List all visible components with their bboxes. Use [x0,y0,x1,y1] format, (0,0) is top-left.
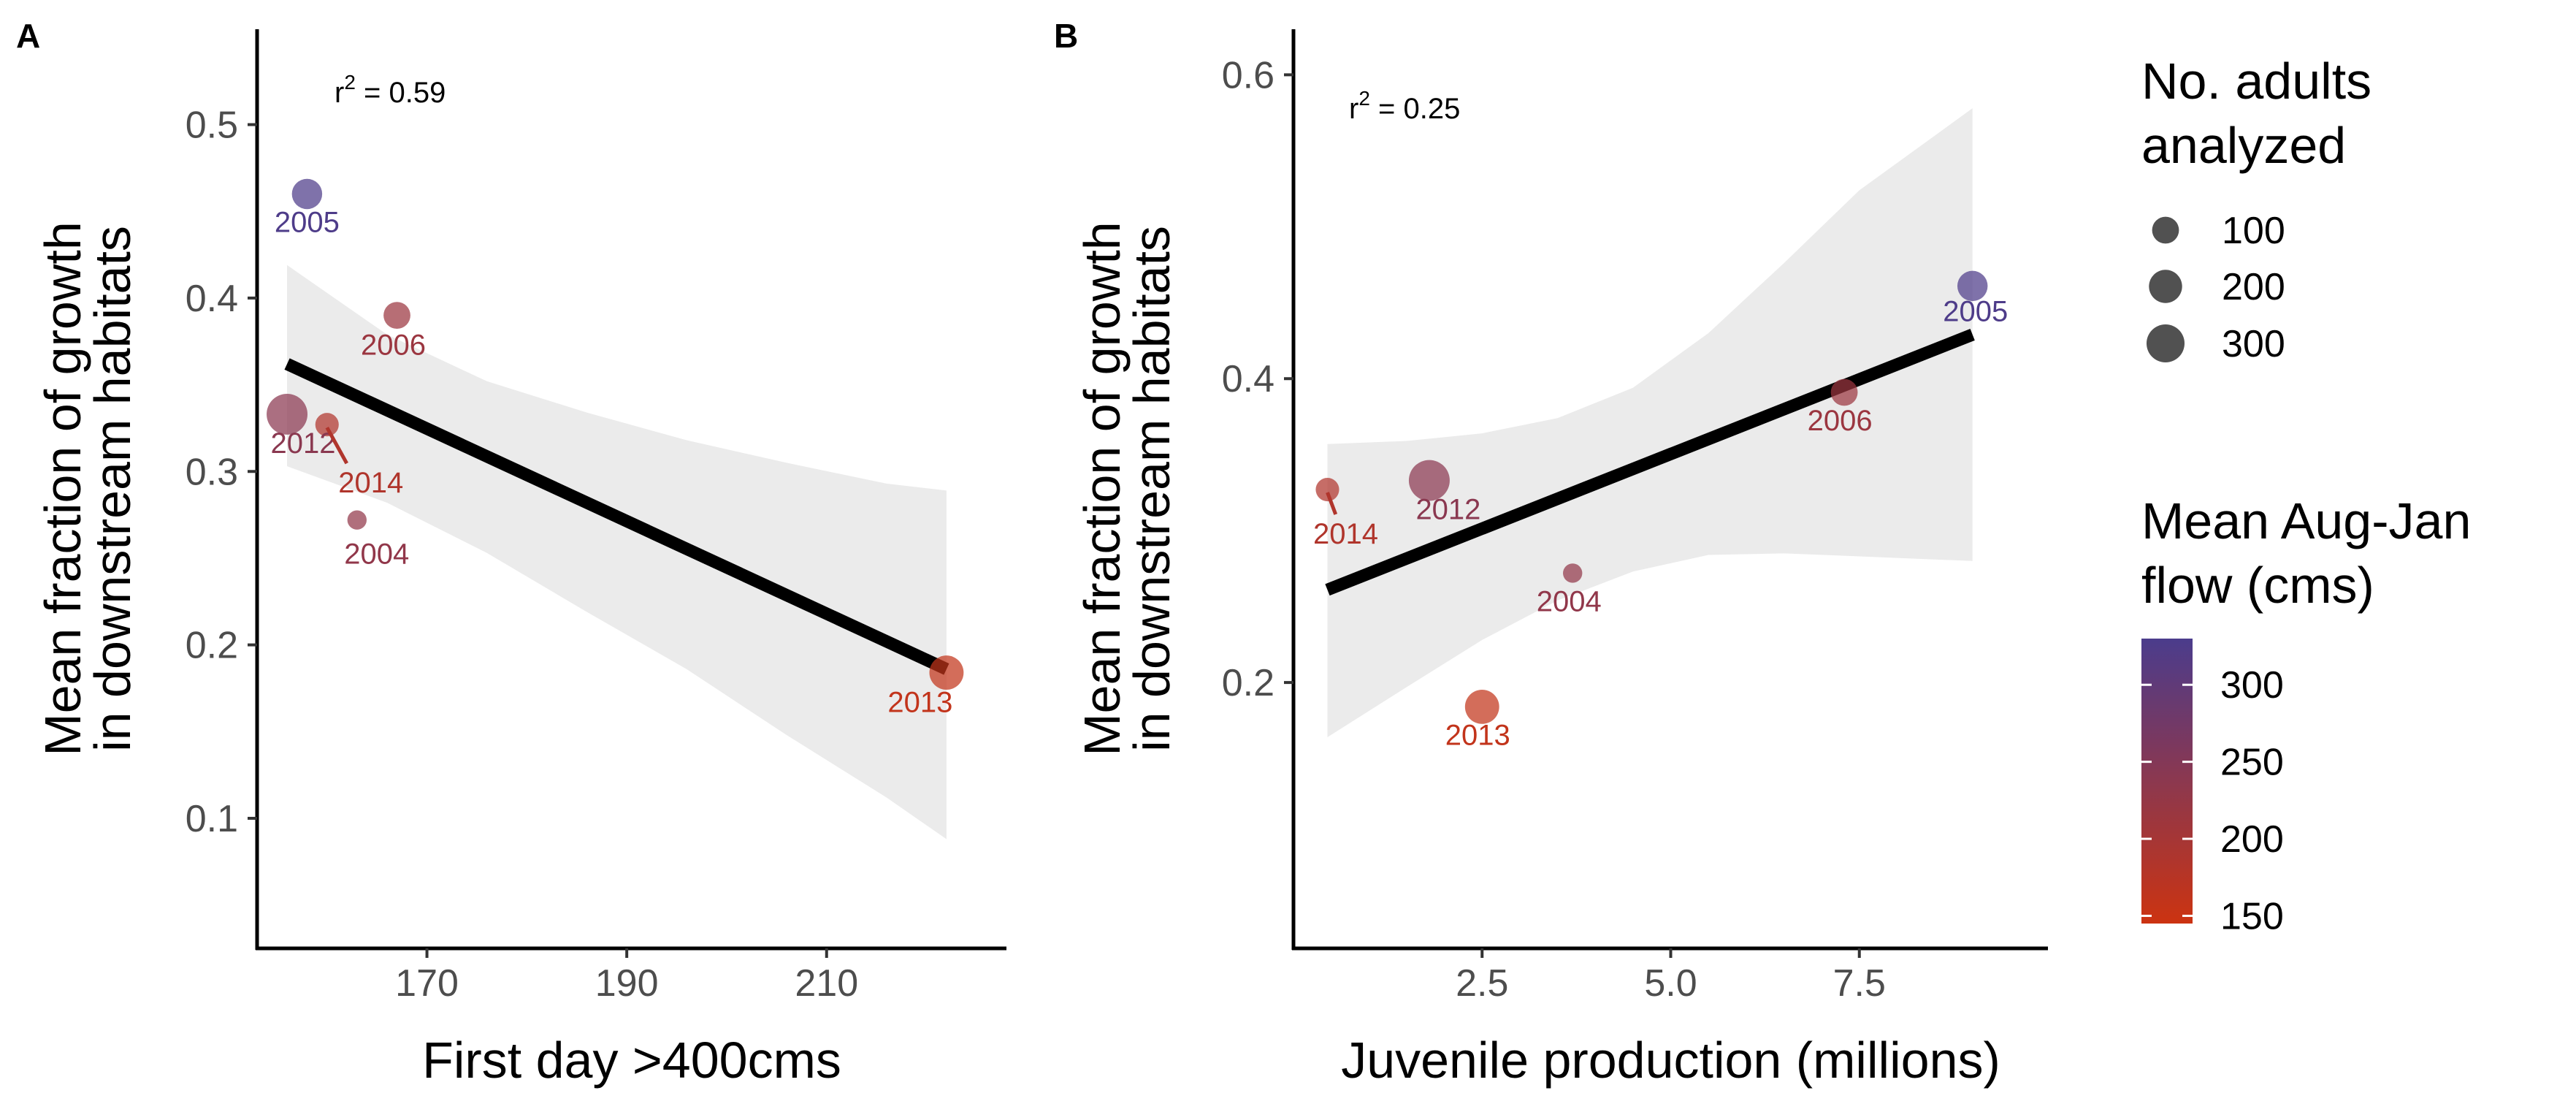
y-tick-label: 0.2 [186,625,238,667]
point-label: 2004 [1537,585,1602,617]
y-tick-label: 0.5 [186,104,238,147]
point-label: 2006 [1808,405,1873,437]
y-tick-label: 0.6 [1222,54,1274,96]
size-legend-title: analyzed [2141,117,2346,174]
r-squared-symbol: r [1349,93,1358,125]
confidence-band [1327,108,1973,738]
regression-line [284,358,949,675]
x-tick-label: 210 [795,962,858,1005]
point-label: 2006 [361,330,426,362]
legend: No. adults analyzed 100 200 300 Mean Aug-Jan f… [2141,53,2471,937]
size-legend-key [2149,270,2182,303]
point-label: 2014 [1313,518,1378,550]
data-point [383,302,410,330]
x-tick-label: 7.5 [1833,962,1886,1005]
data-point [929,655,964,690]
point-label: 2014 [338,467,403,499]
y-tick-label: 0.2 [1222,662,1274,704]
size-legend-key [2147,324,2185,362]
panel-a: A 0.1 0.2 0.3 0.4 0.5 170 190 210 First day >400c… [16,17,1006,1089]
size-legend-label: 300 [2222,323,2285,365]
label-leader-line [325,426,348,465]
size-legend-title: No. adults [2141,53,2371,110]
confidence-band [287,264,947,840]
data-point [1563,563,1583,583]
data-point [291,178,323,210]
data-point [315,413,339,437]
panel-letter: B [1054,17,1078,55]
r-squared-annotation: r2 = 0.25 [1349,87,1460,125]
r-squared-value: = 0.25 [1370,93,1460,125]
x-tick-label: 2.5 [1456,962,1508,1005]
data-point [1408,460,1450,501]
x-tick-label: 170 [395,962,459,1005]
size-legend-label: 200 [2222,266,2285,308]
data-point [1464,689,1499,724]
data-point [1830,378,1858,406]
r-squared-annotation: r2 = 0.59 [335,71,446,109]
point-label: 2013 [1445,719,1510,751]
y-tick-label: 0.4 [186,278,238,320]
r-squared-exponent: 2 [344,71,356,94]
r-squared-symbol: r [335,77,344,109]
y-axis-title: in downstream habitats [84,226,141,752]
point-label: 2005 [275,206,340,238]
regression-line [1325,329,1975,596]
point-label: 2013 [887,687,952,719]
r-squared-exponent: 2 [1358,87,1370,110]
y-tick-label: 0.4 [1222,358,1274,400]
point-label: 2004 [344,538,409,571]
size-legend-label: 100 [2222,210,2285,252]
y-tick-label: 0.1 [186,798,238,840]
x-tick-label: 5.0 [1644,962,1697,1005]
y-axis-title: Mean fraction of growth [1074,221,1131,755]
y-axis-title: Mean fraction of growth [34,221,91,755]
color-bar-label: 300 [2220,664,2284,707]
x-axis-title: Juvenile production (millions) [1341,1032,2000,1089]
point-label: 2012 [271,427,336,460]
x-tick-label: 190 [595,962,659,1005]
y-axis-title: in downstream habitats [1123,226,1180,752]
data-point [1315,477,1339,502]
x-axis-title: First day >400cms [422,1032,841,1089]
point-label: 2005 [1943,295,2008,327]
point-label: 2012 [1415,494,1480,526]
label-leader-line [1326,492,1338,515]
panel-letter: A [16,17,40,55]
color-bar-label: 250 [2220,742,2284,784]
panel-b: B 0.2 0.4 0.6 2.5 5.0 7.5 Juvenile production (… [1054,17,2048,1089]
color-bar-label: 200 [2220,818,2284,861]
data-point [347,510,367,530]
size-legend-key [2152,216,2179,244]
data-point [267,393,308,435]
color-legend-title: flow (cms) [2141,557,2374,614]
color-bar-label: 150 [2220,895,2284,937]
data-point [1957,270,1988,302]
color-bar [2141,639,2193,924]
color-legend-title: Mean Aug-Jan [2141,492,2471,549]
y-tick-label: 0.3 [186,451,238,493]
r-squared-value: = 0.59 [356,77,446,109]
